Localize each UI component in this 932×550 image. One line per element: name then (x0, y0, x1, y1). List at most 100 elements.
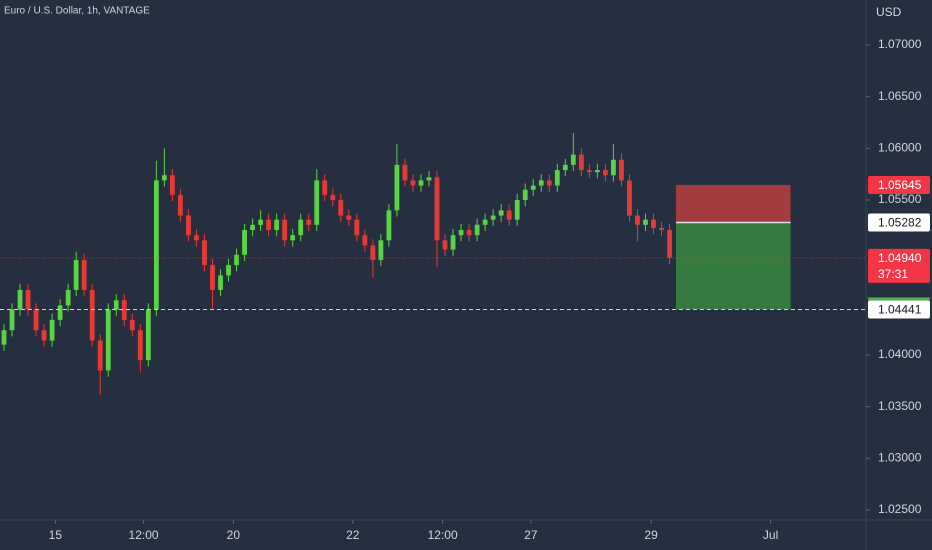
candle-body (57, 305, 63, 320)
candle-body (49, 319, 55, 341)
candle-body (594, 170, 600, 173)
candle-body (627, 180, 632, 216)
candle-body (242, 229, 247, 255)
candle-body (226, 265, 231, 276)
candle-body (354, 219, 360, 236)
candle-body (378, 240, 384, 260)
candle-body (402, 164, 408, 181)
candle-body (538, 180, 544, 186)
candle-body (586, 170, 592, 173)
x-tick-label: 20 (227, 528, 241, 542)
candle-body (65, 289, 71, 306)
candle-body (121, 300, 127, 320)
candle-body (466, 229, 472, 236)
y-tick-label: 1.03000 (878, 450, 922, 464)
candle-body (506, 210, 512, 220)
candle-body (234, 254, 239, 266)
target-price-label-bg (868, 300, 930, 319)
candle-body (659, 227, 664, 230)
candle-body (514, 200, 520, 220)
candle-body (161, 175, 167, 181)
x-tick-label: Jul (763, 528, 778, 542)
stop-price-label-bg (868, 176, 930, 195)
candle-body (426, 177, 432, 181)
candle-body (546, 180, 552, 186)
candle-body (89, 289, 95, 341)
candle-body (498, 210, 504, 216)
candle-body (250, 224, 255, 230)
candle-body (635, 215, 640, 225)
candle-body (210, 265, 215, 290)
x-tick-label: 27 (524, 528, 538, 542)
candle-body (178, 194, 183, 216)
candle-body (370, 245, 376, 260)
candle-body (105, 309, 111, 371)
stop-price-label: 1.05645 (878, 178, 922, 192)
current-price-bg (868, 248, 930, 283)
candle-body (651, 219, 656, 228)
candle-body (474, 224, 480, 236)
candle-body (362, 235, 368, 246)
candle-body (602, 170, 608, 176)
candle-body (33, 309, 39, 331)
candle-body (410, 180, 416, 186)
candle-body (338, 200, 344, 216)
y-tick-label: 1.05500 (878, 192, 922, 206)
candle-body (450, 235, 456, 250)
target-marker (868, 297, 930, 301)
x-tick-label: 22 (346, 528, 360, 542)
candle-body (418, 180, 424, 186)
candle-body (530, 185, 536, 190)
candle-body (330, 194, 336, 201)
candle-body (562, 164, 568, 171)
candle-body (169, 175, 175, 195)
candle-body (1, 330, 7, 345)
candle-body (145, 309, 151, 361)
candle-body (274, 219, 280, 230)
target-price-label: 1.04441 (878, 303, 922, 317)
candle-body (97, 340, 103, 371)
candle-body (490, 215, 496, 220)
candle-body (554, 170, 560, 186)
entry-price-label: 1.05282 (878, 216, 922, 230)
candle-body (322, 180, 328, 195)
x-tick-label: 29 (644, 528, 658, 542)
candle-body (619, 159, 624, 181)
candle-body (298, 219, 304, 236)
x-tick-label: 12:00 (428, 528, 458, 542)
candle-body (290, 235, 296, 241)
candle-body (17, 289, 23, 310)
y-tick-label: 1.02500 (878, 502, 922, 516)
candle-body (578, 154, 584, 171)
candle-body (314, 180, 320, 225)
candle-body (41, 330, 47, 341)
candle-body (81, 259, 87, 290)
candle-body (434, 177, 440, 241)
target-zone (675, 222, 791, 310)
candle-body (25, 289, 31, 310)
candle-body (442, 240, 448, 250)
candle-body (643, 219, 648, 225)
candle-body (570, 154, 576, 165)
candle-body (129, 319, 135, 331)
candle-body (186, 215, 191, 236)
candle-body (153, 180, 159, 310)
y-tick-label: 1.03500 (878, 399, 922, 413)
candle-body (73, 259, 79, 290)
candle-body (202, 240, 207, 266)
countdown: 37:31 (878, 267, 908, 281)
candle-body (137, 330, 143, 361)
candle-body (194, 235, 199, 241)
y-tick-label: 1.06000 (878, 141, 922, 155)
candle-body (611, 159, 616, 176)
candle-body (282, 219, 288, 241)
x-tick-label: 12:00 (129, 528, 159, 542)
candle-body (522, 189, 528, 201)
chart-title: Euro / U.S. Dollar, 1h, VANTAGE (4, 6, 150, 17)
candle-body (667, 229, 672, 258)
candle-body (266, 219, 272, 230)
entry-price-label-bg (868, 213, 930, 232)
candle-body (482, 219, 488, 225)
